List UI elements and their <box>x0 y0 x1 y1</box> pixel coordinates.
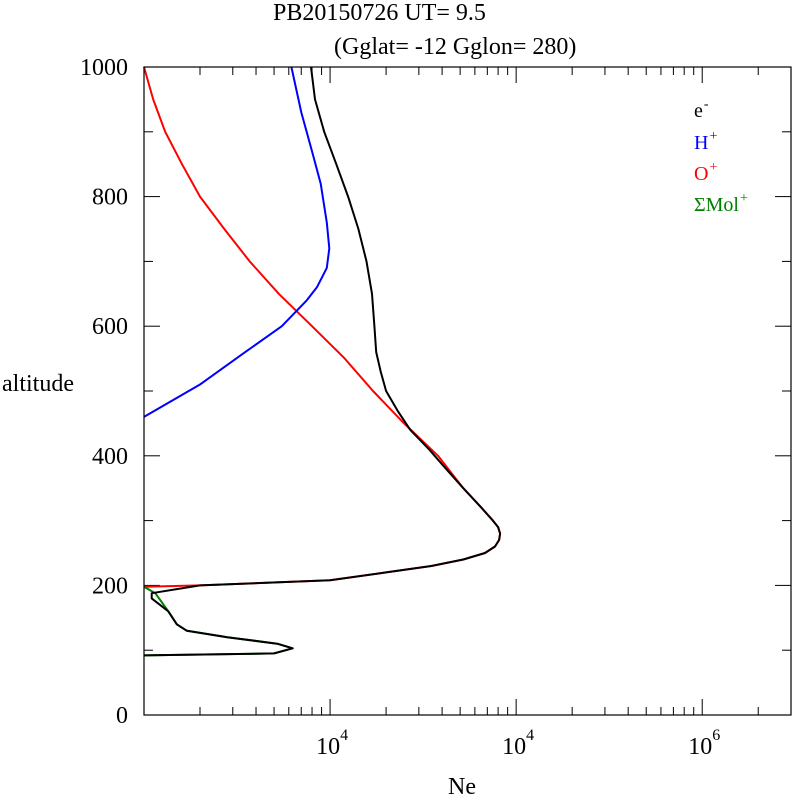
legend-entry: H + <box>694 129 717 154</box>
x-tick-exponent: 4 <box>340 727 348 744</box>
legend-label: H <box>694 132 708 154</box>
legend-superscript: + <box>709 129 717 144</box>
x-tick-base: 10 <box>316 734 340 760</box>
x-tick-label: 10 4 <box>316 727 348 760</box>
y-tick-label: 400 <box>92 444 128 470</box>
legend-entry: O + <box>694 160 717 185</box>
legend-entry: e- <box>694 97 709 122</box>
chart-title-line2: (Gglat= -12 Gglon= 280) <box>334 34 576 60</box>
series-line-electron <box>143 66 502 657</box>
x-tick-base: 10 <box>502 734 526 760</box>
x-tick-exponent: 6 <box>712 727 720 744</box>
y-tick-label: 800 <box>92 185 128 211</box>
chart-title-line1: PB20150726 UT= 9.5 <box>273 0 486 26</box>
series-group <box>143 66 502 657</box>
x-tick-base: 10 <box>688 734 712 760</box>
series-line-o-plus <box>143 66 502 588</box>
x-tick-label: 10 6 <box>688 727 720 760</box>
legend-superscript: - <box>704 97 709 112</box>
legend-entry: ΣMol + <box>694 191 748 216</box>
legend-label: O <box>694 163 708 185</box>
y-tick-label: 200 <box>92 573 128 599</box>
series-line-h-plus <box>143 66 331 418</box>
y-tick-label: 0 <box>116 703 128 729</box>
legend-superscript: + <box>740 191 748 206</box>
legend-label: e <box>694 100 703 122</box>
legend: e -H +O +ΣMol + <box>694 97 748 216</box>
legend-superscript: + <box>709 160 717 175</box>
series-line-mol-plus <box>143 585 294 657</box>
x-tick-exponent: 4 <box>526 727 534 744</box>
y-tick-label: 1000 <box>80 55 128 81</box>
legend-label: ΣMol <box>694 194 739 216</box>
plot-frame <box>143 66 792 716</box>
y-axis-label: altitude <box>2 371 74 397</box>
x-tick-label: 10 4 <box>502 727 534 760</box>
x-axis-label: Ne <box>448 774 476 796</box>
y-tick-label: 600 <box>92 314 128 340</box>
